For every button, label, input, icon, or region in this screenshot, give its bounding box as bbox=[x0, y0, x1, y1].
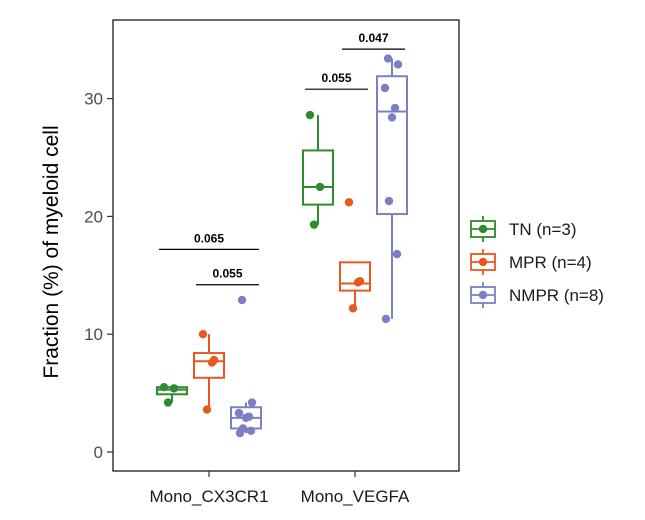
data-point bbox=[392, 249, 402, 259]
data-point bbox=[390, 103, 400, 113]
data-point bbox=[353, 278, 363, 287]
data-point bbox=[315, 182, 325, 192]
data-point bbox=[241, 413, 251, 423]
data-point bbox=[384, 196, 394, 206]
y-tick-label: 20 bbox=[84, 207, 103, 226]
legend-item: TN (n=3) bbox=[470, 216, 577, 242]
legend-label: NMPR (n=8) bbox=[509, 286, 604, 305]
x-axis: Mono_CX3CR1 Mono_VEGFA bbox=[149, 471, 410, 506]
data-point bbox=[305, 110, 315, 120]
legend-key-point bbox=[478, 290, 488, 300]
significance-annotations: 0.065 0.055 0.055 0.047 bbox=[159, 31, 405, 286]
data-point bbox=[309, 220, 319, 229]
x-tick-label: Mono_CX3CR1 bbox=[149, 487, 268, 506]
data-point bbox=[198, 330, 208, 339]
data-point bbox=[383, 54, 393, 63]
data-point bbox=[348, 304, 358, 313]
box-group bbox=[230, 295, 262, 438]
data-point bbox=[169, 384, 179, 393]
legend-item: MPR (n=4) bbox=[470, 249, 592, 275]
p-value-label: 0.055 bbox=[321, 71, 351, 85]
box-group bbox=[193, 330, 225, 414]
data-point bbox=[246, 426, 256, 435]
box bbox=[302, 149, 334, 206]
y-axis: 0 10 20 30 bbox=[84, 90, 113, 462]
box-group bbox=[376, 54, 408, 324]
data-point bbox=[393, 60, 403, 69]
data-point bbox=[387, 113, 397, 122]
y-tick-label: 10 bbox=[84, 325, 103, 344]
box-group bbox=[302, 110, 334, 229]
legend-item: NMPR (n=8) bbox=[470, 282, 604, 308]
box bbox=[193, 352, 225, 379]
p-value-label: 0.065 bbox=[194, 231, 224, 245]
box bbox=[339, 261, 371, 292]
data-point bbox=[163, 398, 173, 407]
legend-key-point bbox=[478, 257, 488, 267]
data-point bbox=[380, 83, 390, 93]
plot-panel bbox=[112, 19, 460, 472]
box-series bbox=[156, 54, 408, 438]
x-tick-label: Mono_VEGFA bbox=[301, 487, 410, 506]
data-point bbox=[247, 398, 257, 407]
legend-label: MPR (n=4) bbox=[509, 253, 592, 272]
data-point bbox=[234, 408, 244, 418]
p-value-label: 0.055 bbox=[212, 267, 242, 281]
box-group bbox=[339, 198, 371, 313]
box-group bbox=[156, 383, 188, 407]
data-point bbox=[207, 358, 217, 367]
data-point bbox=[159, 383, 169, 392]
data-point bbox=[202, 405, 212, 414]
y-tick-label: 30 bbox=[84, 90, 103, 109]
p-value-label: 0.047 bbox=[358, 31, 388, 45]
legend-label: TN (n=3) bbox=[509, 220, 577, 239]
legend-key-point bbox=[478, 224, 488, 234]
box bbox=[376, 75, 408, 216]
data-point bbox=[235, 428, 245, 438]
data-point bbox=[344, 198, 354, 207]
legend: TN (n=3) MPR (n=4) NMPR (n=8) bbox=[470, 216, 604, 308]
data-point bbox=[237, 295, 247, 305]
data-point bbox=[381, 314, 391, 324]
y-tick-label: 0 bbox=[94, 443, 103, 462]
y-axis-label: Fraction (%) of myeloid cell bbox=[40, 125, 63, 378]
